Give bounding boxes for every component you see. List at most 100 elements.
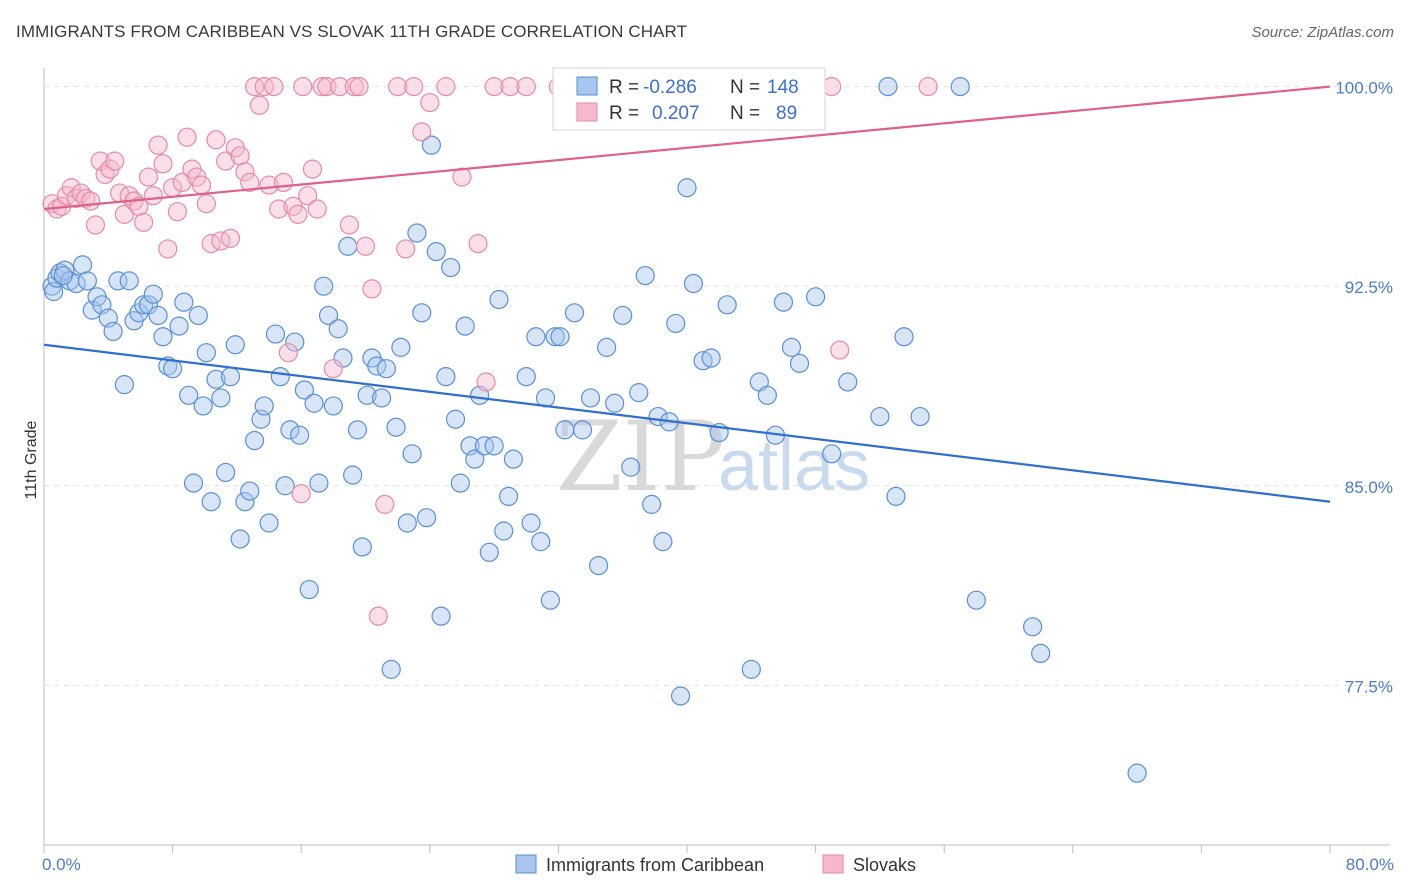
legend-n-value-1: 148 [767,77,799,98]
slovaks-point-39 [230,146,250,166]
caribbean-point-60 [333,348,353,368]
caribbean-point-32 [196,343,216,363]
caribbean-point-20 [138,295,159,315]
caribbean-point-122 [683,273,704,294]
caribbean-point-106 [572,420,593,440]
caribbean-point-50 [285,332,305,352]
caribbean-point-103 [550,327,570,347]
caribbean-point-34 [206,369,226,389]
caribbean-point-53 [299,579,319,600]
caribbean-point-48 [275,476,295,496]
slovaks-point-40 [235,162,255,182]
slovaks-point-28 [177,127,197,147]
caribbean-point-46 [265,324,286,344]
caribbean-point-127 [741,659,761,679]
caribbean-point-144 [1127,763,1147,783]
caribbean-point-57 [318,305,339,326]
series-legend-swatch-slovaks [822,854,844,874]
caribbean-point-61 [338,236,358,256]
slovaks-point-19 [134,212,154,232]
caribbean-point-69 [376,359,396,379]
caribbean-point-54 [304,393,324,413]
caribbean-point-114 [635,265,655,286]
slovaks-point-42 [244,77,265,97]
caribbean-point-76 [412,303,432,323]
caribbean-point-40 [235,492,255,512]
slovaks-point-76 [484,77,504,97]
caribbean-point-141 [966,590,986,610]
caribbean-point-78 [421,135,442,155]
y-tick-labels: 77.5% 85.0% 92.5% 100.0% [1335,79,1393,697]
y-tick-label-1: 85.0% [1345,478,1393,497]
slovaks-point-54 [302,159,323,179]
chart-title: IMMIGRANTS FROM CARIBBEAN VS SLOVAK 11TH… [16,22,688,41]
slovaks-point-23 [153,154,173,174]
legend-n-label-2: N = [730,103,760,124]
slovaks-point-62 [349,77,369,97]
caribbean-point-135 [822,444,842,464]
caribbean-point-136 [838,372,858,392]
caribbean-point-91 [484,436,504,456]
slovaks-point-36 [216,151,236,171]
caribbean-point-98 [526,327,546,347]
caribbean-point-13 [103,321,123,342]
slovaks-point-64 [362,279,382,299]
series-legend: Immigrants from Caribbean Slovaks [515,854,916,875]
caribbean-point-29 [183,473,204,493]
caribbean-point-49 [280,420,300,440]
slovaks-point-77 [500,77,520,97]
caribbean-trendline [43,343,1331,503]
caribbean-point-145 [878,77,898,97]
caribbean-point-102 [545,327,565,347]
caribbean-point-80 [431,606,451,626]
slovaks-point-74 [468,234,488,254]
watermark-atlas: atlas [718,426,870,506]
caribbean-point-81 [436,367,456,387]
caribbean-point-31 [193,396,213,416]
caribbean-point-68 [371,388,392,408]
caribbean-point-94 [498,486,519,507]
slovaks-point-31 [191,175,212,195]
y-tick-label-0: 77.5% [1345,677,1393,696]
caribbean-point-36 [216,462,236,483]
axes [43,68,1390,853]
caribbean-point-126 [717,295,737,315]
slovaks-point-52 [293,77,313,97]
caribbean-point-47 [270,367,290,387]
slovaks-point-63 [355,236,376,256]
caribbean-point-72 [391,337,411,357]
caribbean-point-105 [564,303,585,323]
caribbean-point-65 [357,385,377,405]
slovaks-point-15 [114,204,134,224]
caribbean-point-119 [666,313,686,334]
caribbean-point-96 [516,367,536,387]
caribbean-point-71 [386,417,406,437]
caribbean-point-79 [426,241,446,262]
caribbean-point-110 [605,393,625,413]
slovaks-point-13 [105,151,125,171]
caribbean-point-113 [629,383,649,403]
caribbean-point-143 [1031,643,1051,664]
caribbean-point-84 [450,473,470,493]
caribbean-point-23 [153,327,173,347]
slovaks-point-43 [249,95,270,115]
slovaks-point-72 [436,77,456,97]
slovaks-point-53 [298,186,318,206]
caribbean-point-74 [402,444,422,464]
slovaks-point-73 [452,167,472,187]
slovaks-point-68 [396,239,416,259]
series-legend-label-slovaks: Slovaks [853,855,916,875]
slovaks-point-20 [138,167,159,187]
caribbean-point-112 [621,457,641,477]
slovaks-point-26 [167,202,188,222]
caribbean-point-70 [381,659,401,679]
caribbean-point-21 [143,284,163,304]
caribbean-point-85 [455,316,475,336]
caribbean-point-62 [343,465,363,485]
slovaks-point-47 [269,199,289,219]
slovaks-point-37 [220,228,241,248]
caribbean-point-52 [294,380,315,400]
slovaks-point-60 [339,215,360,235]
series-legend-label-caribbean: Immigrants from Caribbean [546,855,764,875]
caribbean-point-134 [805,287,826,307]
